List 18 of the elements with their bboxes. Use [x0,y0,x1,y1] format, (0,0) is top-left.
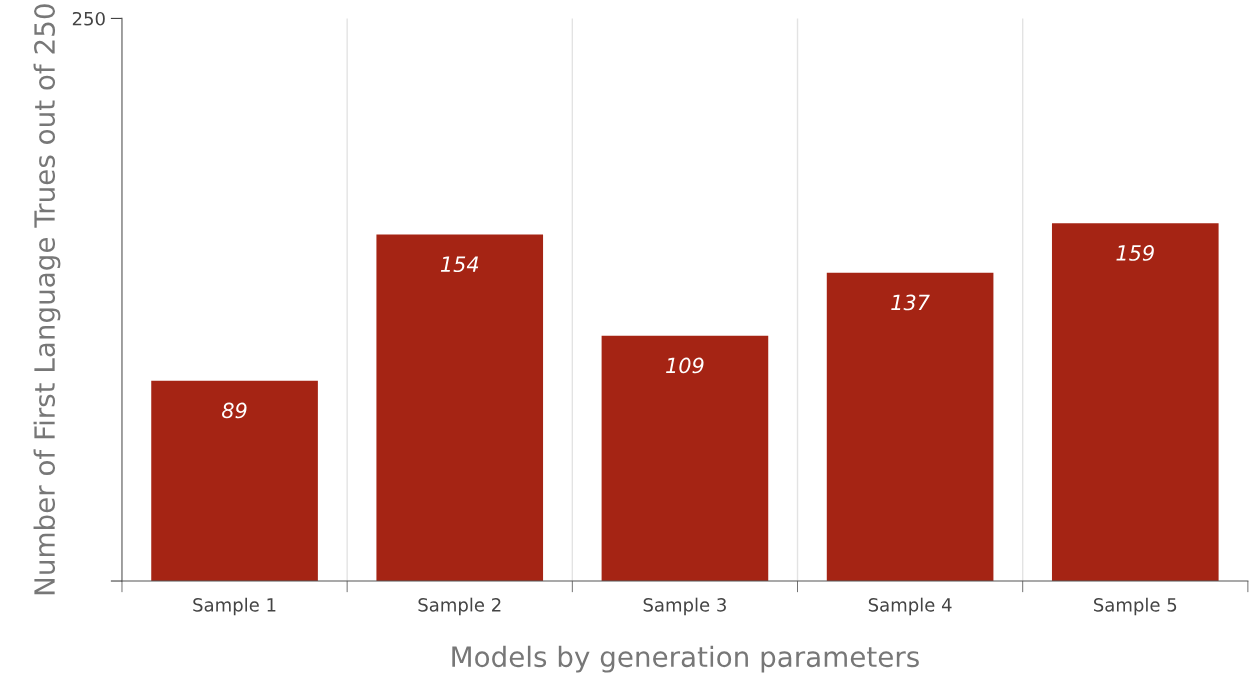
x-tick-label: Sample 2 [418,597,501,616]
x-tick-label: Sample 3 [643,597,726,616]
data-label: 89 [222,402,247,419]
bar [376,234,544,582]
x-tick-label: Sample 1 [193,597,276,616]
bar [151,380,318,582]
bar [826,272,994,582]
bar [1051,223,1219,582]
data-label: 154 [440,256,479,273]
x-tick-label: Sample 5 [1094,597,1177,616]
data-label: 137 [891,294,930,311]
y-axis-title: Number of First Language Trues out of 250 [33,4,61,595]
x-tick-label: Sample 4 [868,597,952,616]
y-tick-label: 250 [72,11,105,26]
bar [601,335,769,582]
data-label: 109 [666,357,704,374]
data-label: 159 [1116,245,1154,261]
x-axis-title: Models by generation parameters [452,645,919,673]
